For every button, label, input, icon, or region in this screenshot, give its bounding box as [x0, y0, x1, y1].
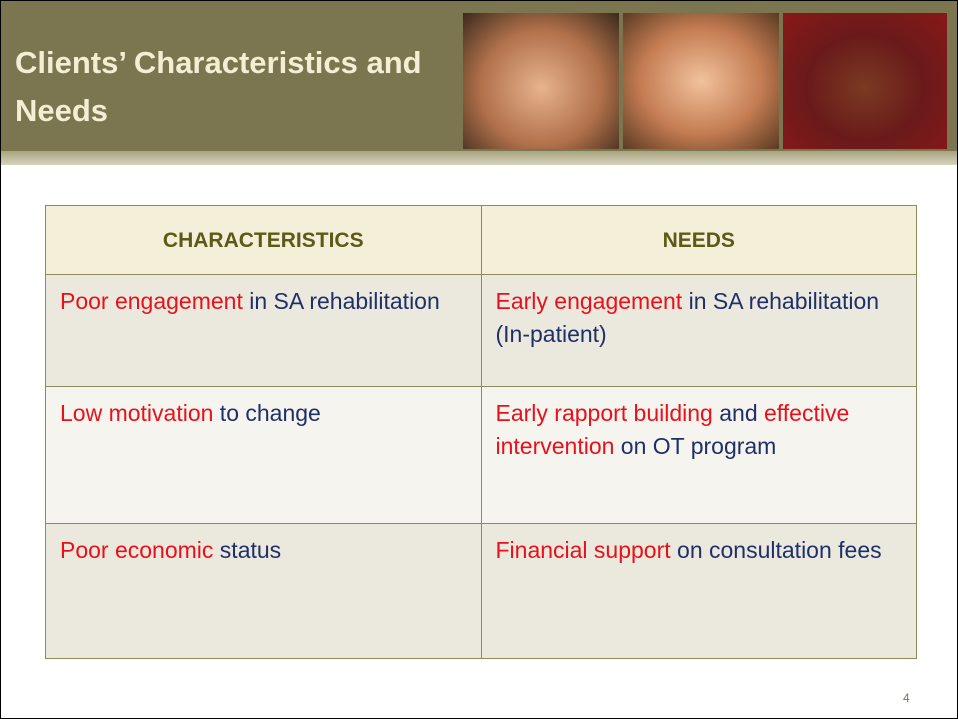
- cell-text: status: [213, 537, 282, 563]
- cell-text: in SA rehabilitation: [242, 288, 440, 314]
- table-cell: Poor economic status: [45, 523, 482, 659]
- page-number: 4: [903, 691, 910, 705]
- photo: [623, 13, 779, 149]
- photo: [783, 13, 947, 149]
- table-cell: Poor engagement in SA rehabilitation: [45, 274, 482, 387]
- table: CHARACTERISTICS NEEDS Poor engagement in S…: [45, 205, 917, 659]
- cell-text: Low motivation: [60, 400, 214, 426]
- photo: [463, 13, 619, 149]
- table-row: Poor economic status Financial support on…: [45, 523, 917, 659]
- cell-text: Poor engagement: [60, 288, 243, 314]
- table-cell: Financial support on consultation fees: [480, 523, 917, 659]
- table-cell: Early rapport building and effective int…: [480, 386, 917, 524]
- table-row: Poor engagement in SA rehabilitation Earl…: [45, 274, 917, 387]
- slide-title: Clients’ Characteristics and Needs: [15, 45, 422, 128]
- cell-text: and: [712, 400, 764, 426]
- cell-text: in SA rehabilitation (In-patient): [495, 288, 886, 347]
- column-header: NEEDS: [480, 205, 917, 275]
- column-header: CHARACTERISTICS: [45, 205, 482, 275]
- cell-text: Early rapport building: [495, 400, 713, 426]
- header-stripe: [1, 151, 957, 165]
- cell-text: Early engagement: [495, 288, 683, 314]
- cell-text: on OT program: [614, 433, 777, 459]
- cell-text: Poor economic: [60, 537, 214, 563]
- cell-text: to change: [213, 400, 321, 426]
- cell-text: Financial support: [495, 537, 671, 563]
- table-cell: Low motivation to change: [45, 386, 482, 524]
- cell-text: on consultation fees: [670, 537, 882, 563]
- table-cell: Early engagement in SA rehabilitation (I…: [480, 274, 917, 387]
- cell-text: effective intervention: [495, 400, 856, 459]
- table-row: Low motivation to change Early rapport bu…: [45, 386, 917, 524]
